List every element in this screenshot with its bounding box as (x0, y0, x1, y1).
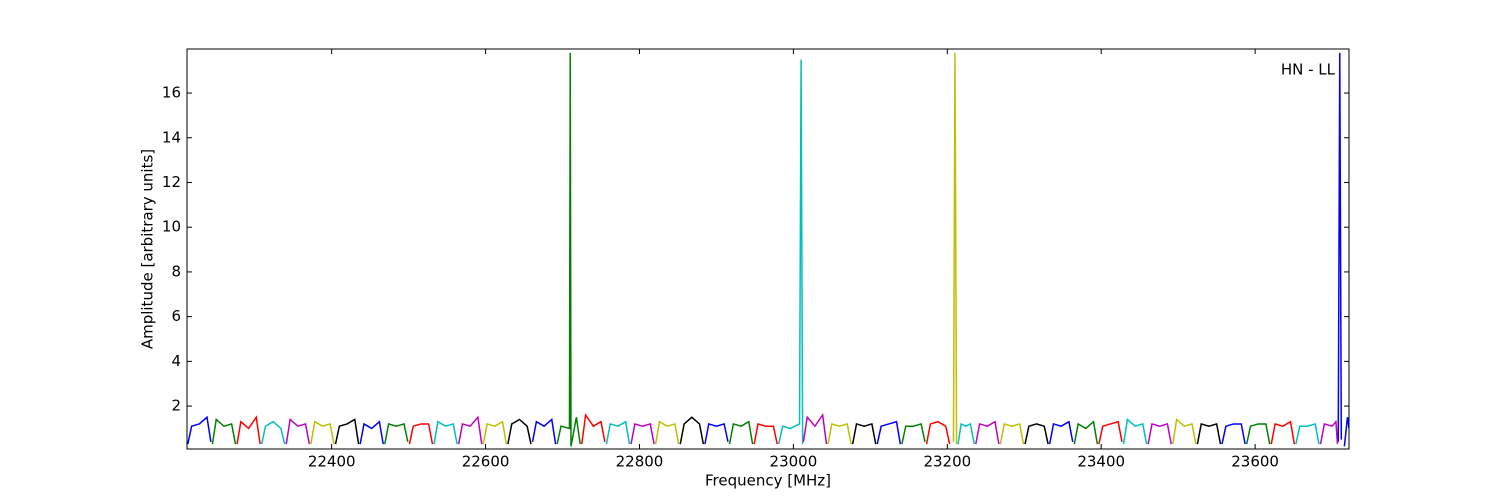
series-line (285, 412, 1339, 445)
series-line (236, 412, 1296, 445)
y-tick-label: 6 (171, 307, 181, 325)
x-tick-label: 22400 (308, 453, 356, 471)
x-tick-label: 23000 (770, 453, 818, 471)
x-tick-label: 23400 (1077, 453, 1125, 471)
series-line (211, 52, 1271, 447)
x-axis-label: Frequency [MHz] (705, 472, 831, 490)
annotation: HN - LL (1281, 61, 1336, 79)
y-tick-label: 4 (171, 352, 181, 370)
y-tick-label: 10 (162, 218, 181, 236)
y-tick-label: 12 (162, 173, 181, 191)
series-line (334, 416, 1222, 445)
x-tick-label: 23600 (1231, 453, 1279, 471)
x-tick-label: 22600 (462, 453, 510, 471)
y-axis-label: Amplitude [arbitrary units] (139, 149, 157, 349)
y-tick-label: 2 (171, 397, 181, 415)
series-line (260, 59, 1320, 445)
y-tick-label: 16 (162, 84, 181, 102)
y-tick-label: 8 (171, 262, 181, 280)
series-line (187, 52, 1349, 447)
series-line (310, 52, 1197, 445)
y-tick-label: 14 (162, 128, 181, 146)
plot-frame (186, 48, 1350, 450)
x-tick-label: 22800 (616, 453, 664, 471)
x-tick-label: 23200 (923, 453, 971, 471)
